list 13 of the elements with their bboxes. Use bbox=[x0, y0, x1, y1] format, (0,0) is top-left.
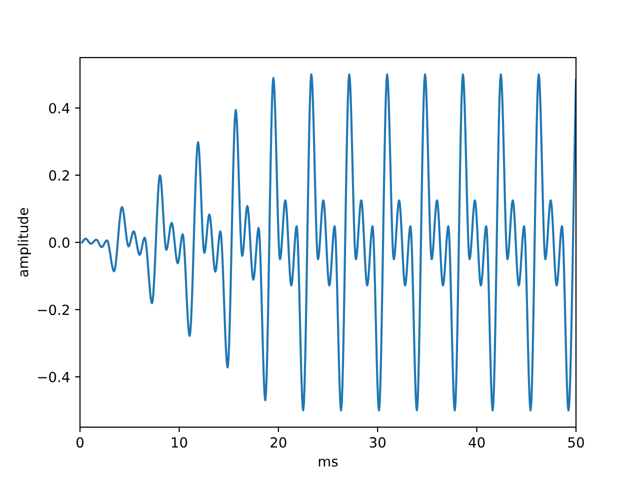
y-tick-label: −0.2 bbox=[38, 304, 69, 316]
x-tick-label: 20 bbox=[270, 437, 286, 448]
y-axis-title: amplitude bbox=[18, 208, 31, 277]
x-tick-label: 30 bbox=[370, 437, 386, 448]
x-tick-label: 10 bbox=[172, 437, 188, 448]
y-tick-label: 0.4 bbox=[49, 102, 70, 114]
x-axis-title: ms bbox=[318, 458, 338, 467]
y-tick-label: 0.0 bbox=[49, 237, 70, 248]
x-tick-label: 0 bbox=[76, 437, 84, 448]
x-tick-label: 40 bbox=[468, 437, 485, 448]
y-tick-label: −0.4 bbox=[38, 372, 70, 382]
y-tick-label: 0.2 bbox=[49, 170, 69, 181]
x-tick-label: 50 bbox=[568, 437, 584, 448]
